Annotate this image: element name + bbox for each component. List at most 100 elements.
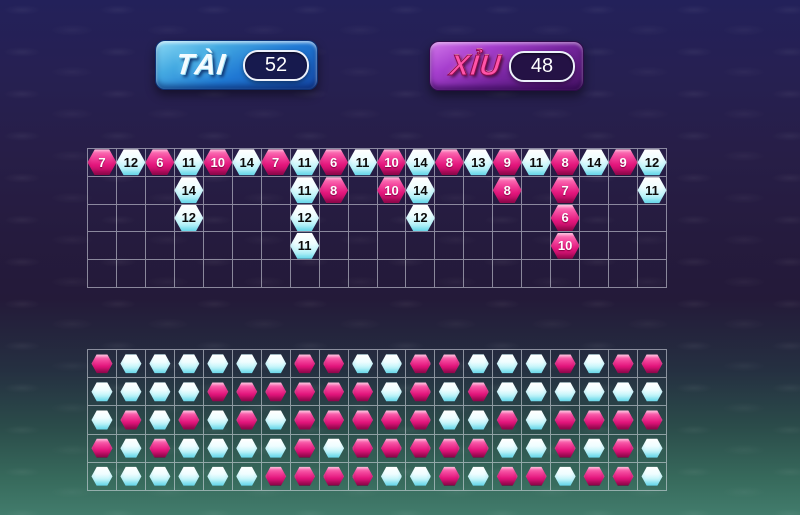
history-dot	[496, 438, 518, 458]
history-dot	[265, 410, 287, 430]
road-cell	[464, 260, 494, 288]
history-dot	[265, 382, 287, 402]
road-token: 12	[637, 149, 667, 176]
history-cell	[522, 462, 552, 491]
history-dot	[409, 382, 431, 402]
road-cell	[348, 176, 378, 205]
road-cell	[174, 232, 204, 261]
road-token: 11	[521, 149, 551, 176]
road-cell	[580, 204, 610, 233]
history-cell	[609, 378, 639, 407]
road-cell	[145, 232, 175, 261]
road-token: 12	[290, 204, 320, 231]
history-cell	[522, 434, 552, 463]
history-dot	[149, 438, 171, 458]
history-cell	[232, 378, 262, 407]
history-dot	[380, 382, 402, 402]
history-cell	[348, 378, 378, 407]
history-dot	[178, 438, 200, 458]
history-cell	[464, 378, 494, 407]
road-token: 12	[116, 149, 146, 176]
history-cell	[116, 434, 146, 463]
history-cell	[174, 434, 204, 463]
history-dot	[380, 410, 402, 430]
road-token: 6	[319, 149, 349, 176]
history-dot	[294, 410, 316, 430]
history-cell	[522, 378, 552, 407]
road-cell	[261, 232, 291, 261]
road-token: 10	[203, 149, 233, 176]
road-cell	[464, 204, 494, 233]
history-dot	[554, 354, 576, 374]
road-cell	[435, 204, 465, 233]
history-cell	[290, 462, 320, 491]
road-cell	[493, 232, 523, 261]
history-cell	[435, 406, 465, 435]
history-dot	[120, 410, 142, 430]
road-cell: 10	[550, 232, 581, 261]
history-cell	[145, 406, 175, 435]
road-cell	[261, 260, 291, 288]
road-token: 13	[463, 149, 493, 176]
road-cell	[116, 260, 146, 288]
history-cell	[116, 350, 146, 379]
history-dot	[352, 466, 374, 486]
history-dot	[178, 354, 200, 374]
history-dot	[120, 382, 142, 402]
history-cell	[174, 378, 204, 407]
history-dot	[294, 382, 316, 402]
history-cell	[435, 462, 465, 491]
history-dot	[380, 438, 402, 458]
history-dot	[120, 466, 142, 486]
history-cell	[203, 462, 233, 491]
history-dot	[236, 382, 258, 402]
history-dot	[554, 466, 576, 486]
history-grid	[87, 349, 667, 491]
road-token: 11	[290, 177, 320, 204]
road-cell	[464, 232, 494, 261]
road-cell: 11	[290, 232, 320, 261]
history-dot	[409, 438, 431, 458]
history-dot	[323, 438, 345, 458]
road-cell: 11	[521, 149, 552, 177]
history-dot	[91, 438, 113, 458]
history-cell	[348, 462, 378, 491]
history-dot	[583, 382, 605, 402]
road-cell	[522, 260, 552, 288]
road-cell	[261, 176, 291, 205]
history-dot	[352, 354, 374, 374]
history-cell	[551, 462, 581, 491]
road-token: 11	[290, 232, 320, 259]
tai-count-badge: 52	[243, 49, 309, 81]
history-cell	[406, 350, 436, 379]
history-dot	[438, 438, 460, 458]
xiu-button[interactable]: XỈU 48	[429, 41, 584, 91]
road-cell	[435, 232, 465, 261]
road-cell: 10	[203, 149, 233, 177]
history-dot	[583, 466, 605, 486]
history-cell	[638, 462, 667, 491]
history-dot	[641, 466, 663, 486]
road-cell: 9	[492, 149, 523, 177]
history-dot	[120, 354, 142, 374]
history-dot	[236, 438, 258, 458]
road-cell	[116, 176, 146, 205]
history-dot	[294, 466, 316, 486]
history-cell	[145, 434, 175, 463]
history-cell	[493, 434, 523, 463]
tai-button[interactable]: TÀI 52	[155, 40, 318, 90]
history-dot	[467, 466, 489, 486]
road-cell	[377, 260, 407, 288]
road-cell	[261, 204, 291, 233]
road-cell: 7	[261, 149, 291, 177]
history-dot	[352, 438, 374, 458]
history-dot	[91, 466, 113, 486]
history-cell	[580, 406, 610, 435]
road-token: 7	[261, 149, 291, 176]
history-dot	[438, 354, 460, 374]
history-dot	[641, 410, 663, 430]
history-dot	[467, 382, 489, 402]
history-cell	[203, 406, 233, 435]
history-cell	[638, 406, 667, 435]
history-dot	[496, 382, 518, 402]
